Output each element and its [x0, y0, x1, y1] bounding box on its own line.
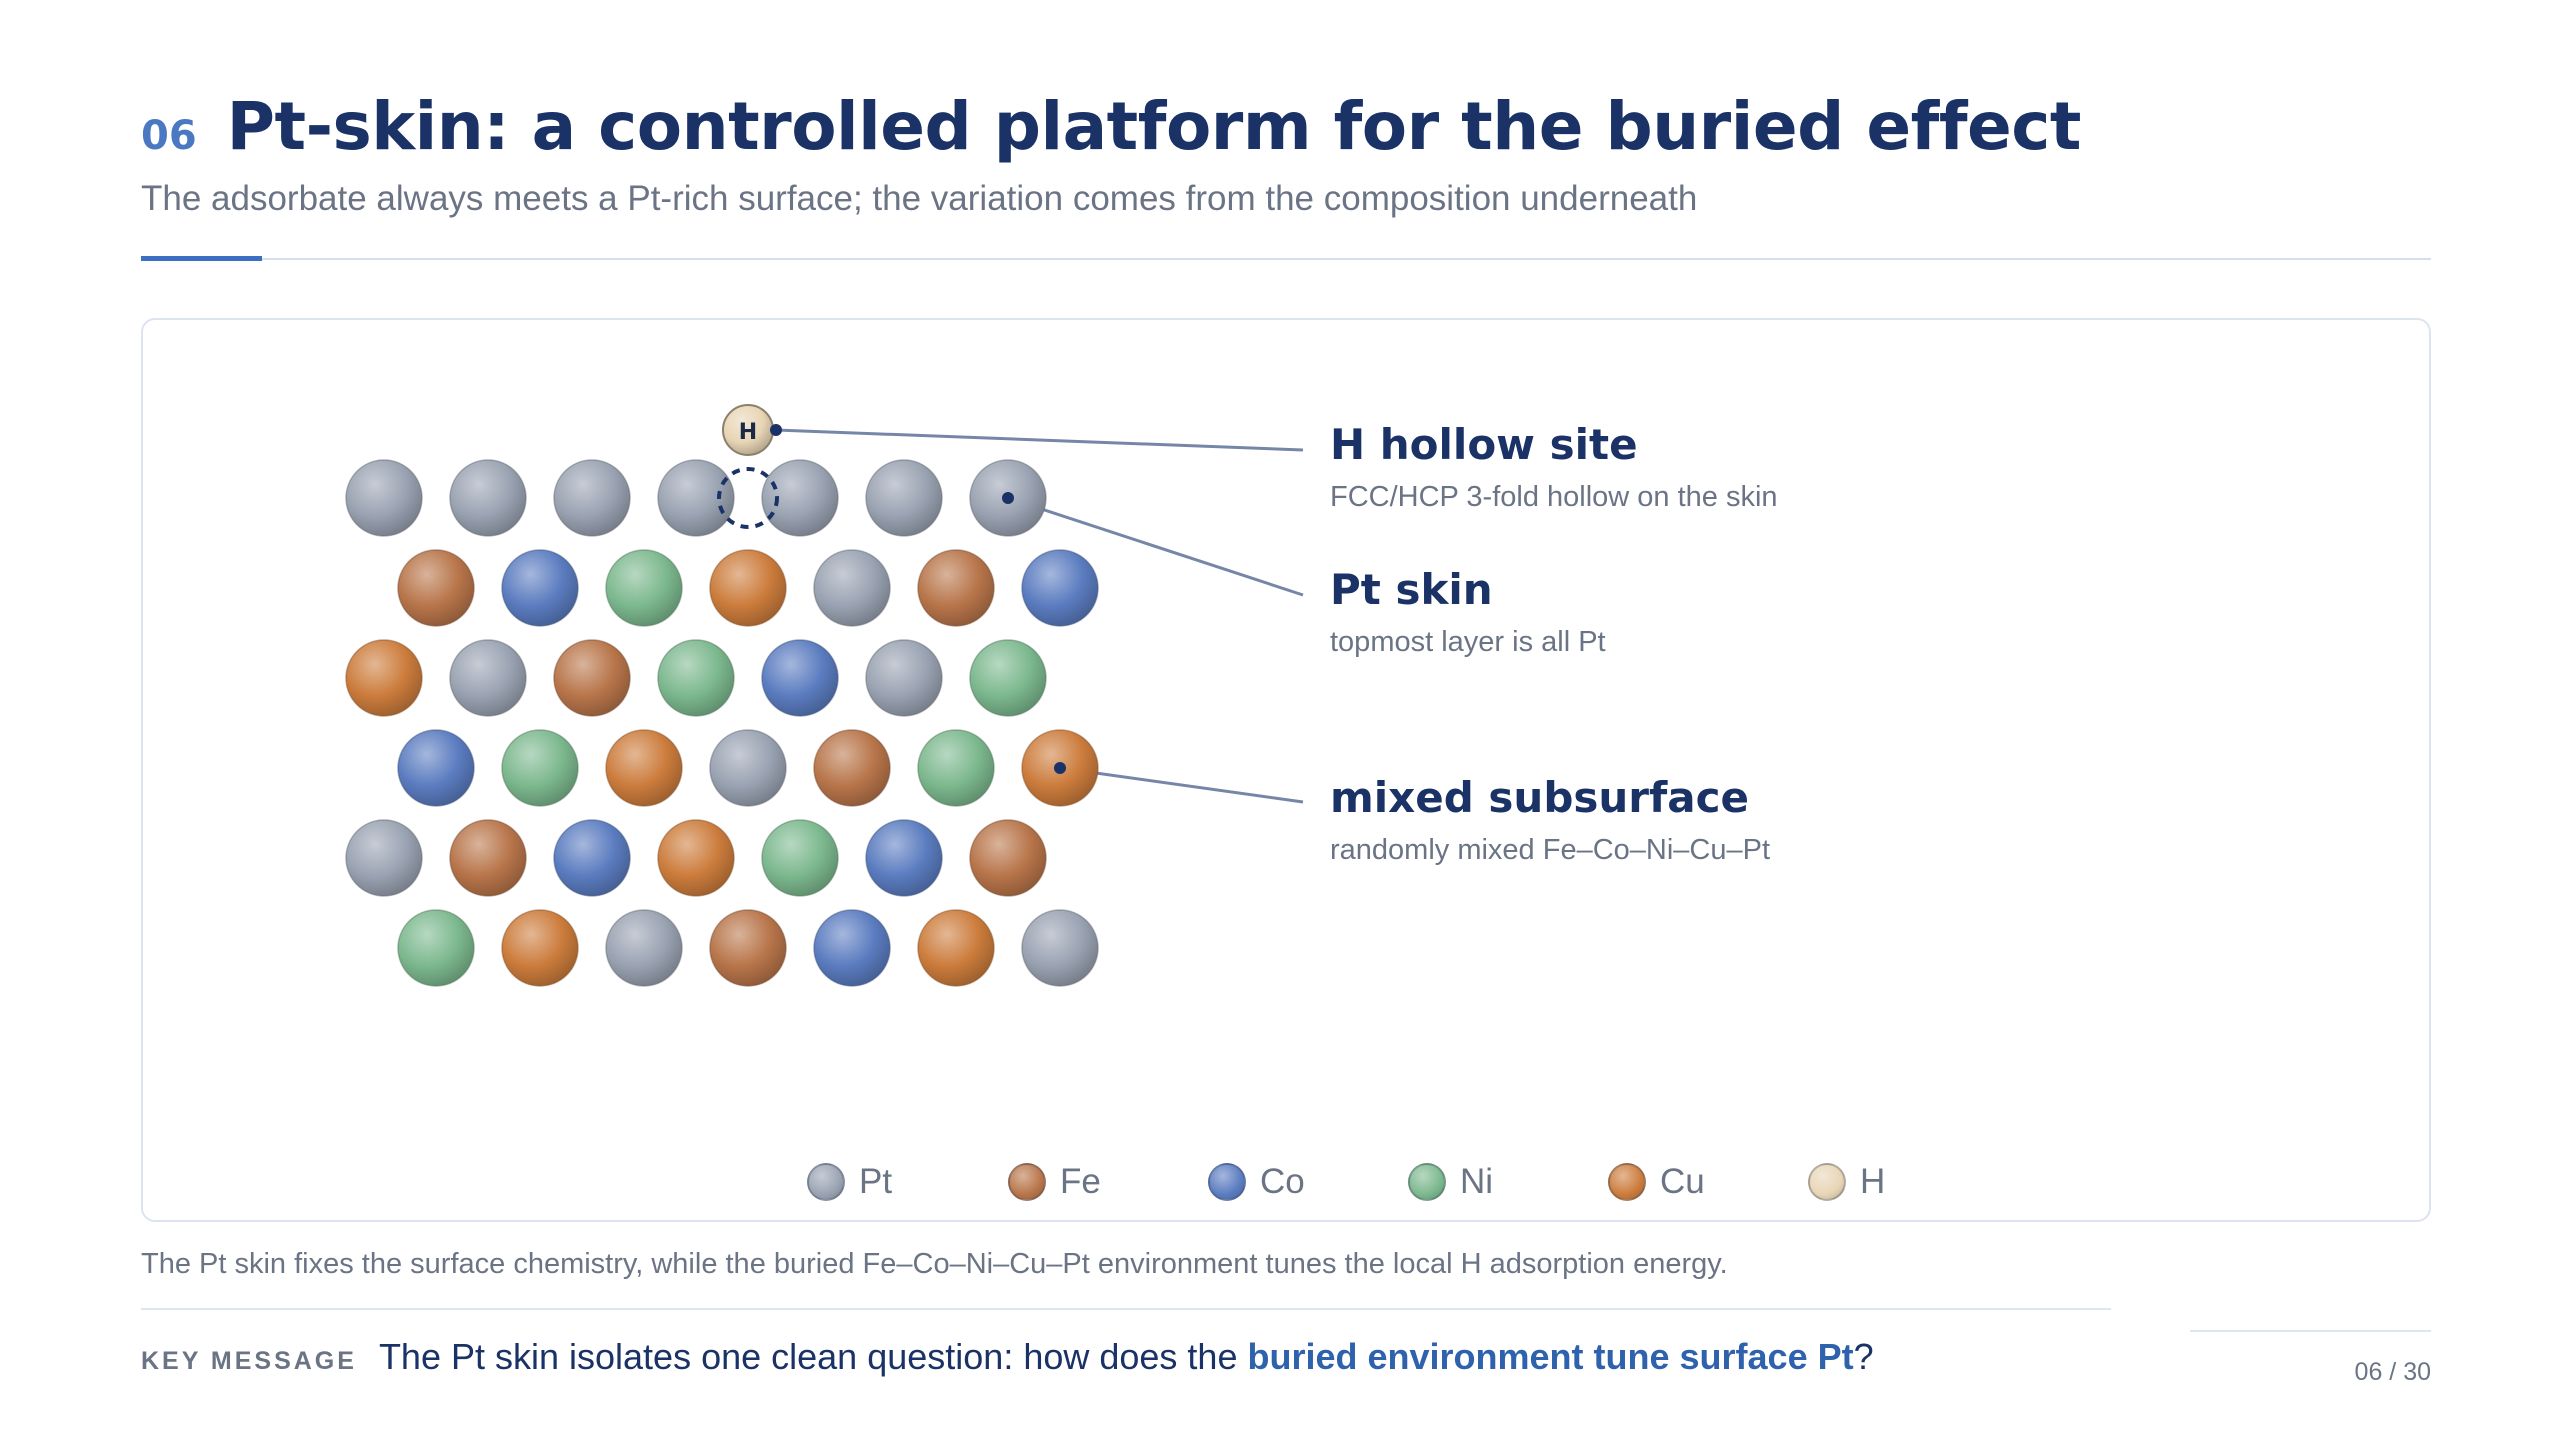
- key-message: KEY MESSAGE The Pt skin isolates one cle…: [141, 1336, 1874, 1378]
- page-indicator: 06 / 30: [2354, 1358, 2431, 1386]
- atom-fe: [969, 819, 1047, 897]
- atom-co: [553, 819, 631, 897]
- legend-swatch: [1208, 1163, 1246, 1201]
- legend-item-cu: Cu: [1608, 1160, 1705, 1204]
- annotation-subtitle: FCC/HCP 3-fold hollow on the skin: [1330, 481, 1778, 513]
- page-subtitle: The adsorbate always meets a Pt-rich sur…: [141, 179, 1698, 218]
- legend-label: Pt: [859, 1162, 893, 1201]
- atom-co: [761, 639, 839, 717]
- atom-ni: [969, 639, 1047, 717]
- hollow-site-marker: [717, 467, 779, 529]
- leader-line-pt-skin: [1007, 496, 1304, 597]
- key-message-emphasis: buried environment tune surface Pt: [1247, 1336, 1854, 1377]
- leader-line-h-hollow: [775, 428, 1304, 452]
- atom-fe: [397, 549, 475, 627]
- atom-cu: [605, 729, 683, 807]
- key-message-label: KEY MESSAGE: [141, 1347, 357, 1375]
- legend-item-fe: Fe: [1008, 1160, 1101, 1204]
- annotation-subtitle: randomly mixed Fe–Co–Ni–Cu–Pt: [1330, 834, 1771, 866]
- atom-ni: [397, 909, 475, 987]
- annotation-pt-skin: Pt skin topmost layer is all Pt: [1330, 565, 1606, 659]
- atom-co: [1021, 549, 1099, 627]
- annotation-title: Pt skin: [1330, 565, 1493, 614]
- annotation-mixed-subsurface: mixed subsurface randomly mixed Fe–Co–Ni…: [1330, 773, 1770, 867]
- h-adsorbate-label: H: [739, 420, 757, 445]
- atom-co: [397, 729, 475, 807]
- diagram-panel: H H hollow site FCC/HCP 3-fold hollow on…: [141, 318, 2431, 1222]
- page-title: Pt-skin: a controlled platform for the b…: [226, 88, 2082, 165]
- atom-pt: [345, 819, 423, 897]
- legend-label: H: [1860, 1162, 1886, 1201]
- leader-anchor-dot: [1054, 762, 1066, 774]
- legend-item-h: H: [1808, 1160, 1885, 1204]
- annotation-title: mixed subsurface: [1330, 773, 1749, 822]
- annotation-h-hollow-site: H hollow site FCC/HCP 3-fold hollow on t…: [1330, 420, 1778, 514]
- atom-fe: [553, 639, 631, 717]
- legend-swatch: [1408, 1163, 1446, 1201]
- atom-ni: [657, 639, 735, 717]
- atom-co: [813, 909, 891, 987]
- atom-co: [501, 549, 579, 627]
- title-row: 06 Pt-skin: a controlled platform for th…: [141, 88, 2431, 165]
- legend-swatch: [1608, 1163, 1646, 1201]
- annotation-title: H hollow site: [1330, 420, 1638, 469]
- leader-anchor-dot: [770, 424, 782, 436]
- legend-swatch: [807, 1163, 845, 1201]
- atom-ni: [605, 549, 683, 627]
- annotation-subtitle: topmost layer is all Pt: [1330, 626, 1606, 658]
- lattice-diagram: H: [345, 404, 1304, 987]
- legend-swatch: [1808, 1163, 1846, 1201]
- key-message-text-after: ?: [1853, 1336, 1874, 1377]
- key-message-text-before: The Pt skin isolates one clean question:…: [378, 1336, 1248, 1377]
- legend-swatch: [1008, 1163, 1046, 1201]
- legend-label: Cu: [1660, 1162, 1705, 1201]
- atom-cu: [917, 909, 995, 987]
- atom-pt: [553, 459, 631, 537]
- atom-pt: [605, 909, 683, 987]
- atom-pt: [449, 459, 527, 537]
- atom-fe: [917, 549, 995, 627]
- atom-co: [865, 819, 943, 897]
- leader-lines: [775, 428, 1304, 804]
- legend-item-ni: Ni: [1408, 1160, 1493, 1204]
- atom-pt: [761, 459, 839, 537]
- header-divider-accent: [141, 256, 262, 261]
- footer-divider: [141, 1308, 2111, 1310]
- atom-ni: [761, 819, 839, 897]
- legend-label: Co: [1260, 1162, 1305, 1201]
- atom-pt: [657, 459, 735, 537]
- leader-anchor-dot: [1002, 492, 1014, 504]
- atom-ni: [501, 729, 579, 807]
- atom-pt: [865, 459, 943, 537]
- slide-header: 06 Pt-skin: a controlled platform for th…: [141, 88, 2431, 219]
- atom-lattice: [345, 459, 1099, 987]
- atom-pt: [709, 729, 787, 807]
- atom-pt: [345, 459, 423, 537]
- atom-pt: [813, 549, 891, 627]
- leader-line-subsurface: [1059, 766, 1304, 804]
- atom-cu: [345, 639, 423, 717]
- key-message-text: The Pt skin isolates one clean question:…: [379, 1336, 1874, 1378]
- atom-fe: [709, 909, 787, 987]
- atom-ni: [917, 729, 995, 807]
- atom-pt: [1021, 909, 1099, 987]
- figure-caption: The Pt skin fixes the surface chemistry,…: [141, 1248, 1728, 1280]
- header-divider: [141, 258, 2431, 260]
- atom-fe: [813, 729, 891, 807]
- page-divider: [2190, 1330, 2431, 1332]
- legend: Pt Fe Co Ni Cu H: [143, 1160, 2433, 1220]
- legend-item-co: Co: [1208, 1160, 1305, 1204]
- legend-item-pt: Pt: [807, 1160, 892, 1204]
- legend-label: Fe: [1060, 1162, 1101, 1201]
- atom-cu: [657, 819, 735, 897]
- lattice-overlay: H: [717, 404, 1066, 774]
- atom-pt: [865, 639, 943, 717]
- slide-number: 06: [141, 113, 197, 159]
- legend-label: Ni: [1460, 1162, 1494, 1201]
- atom-pt: [449, 639, 527, 717]
- atom-cu: [501, 909, 579, 987]
- atom-fe: [449, 819, 527, 897]
- atom-cu: [709, 549, 787, 627]
